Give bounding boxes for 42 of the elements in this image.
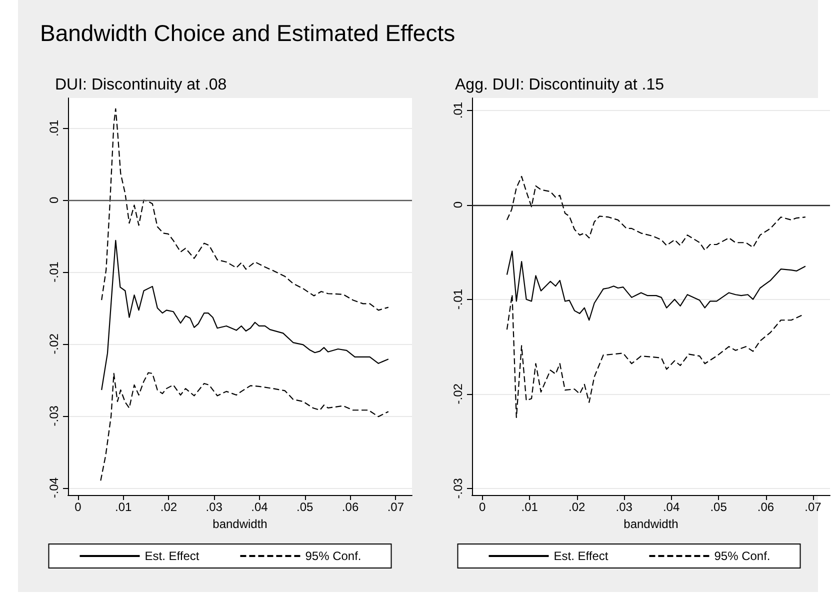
x-tick-label: .05 xyxy=(710,500,728,514)
x-tick-label: .01 xyxy=(521,500,538,514)
line-series xyxy=(101,108,389,311)
line-series xyxy=(100,372,389,482)
x-tick-label: 0 xyxy=(74,500,82,514)
x-axis-title: bandwidth xyxy=(624,516,678,531)
x-tick-label: .07 xyxy=(804,500,822,514)
x-axis-title: bandwidth xyxy=(212,516,268,531)
line-series xyxy=(506,250,806,321)
chart-subtitle: Agg. DUI: Discontinuity at .15 xyxy=(455,76,664,94)
legend-label: Est. Effect xyxy=(554,549,609,563)
legend-label: Est. Effect xyxy=(144,549,200,563)
x-tick-label: .04 xyxy=(251,500,268,514)
x-tick-label: .03 xyxy=(206,500,223,514)
y-tick-label: -.02 xyxy=(47,333,61,354)
line-series xyxy=(506,294,802,418)
y-tick-label: -.03 xyxy=(47,405,61,426)
y-tick-label: 0 xyxy=(47,196,61,204)
x-tick-label: .02 xyxy=(568,500,586,514)
legend-label: 95% Conf. xyxy=(714,549,770,563)
x-tick-label: .06 xyxy=(342,500,359,514)
chart-subtitle: DUI: Discontinuity at .08 xyxy=(55,76,227,94)
x-tick-label: .06 xyxy=(757,500,774,514)
y-tick-label: 0 xyxy=(451,201,465,208)
line-series xyxy=(506,176,806,251)
x-tick-label: 0 xyxy=(479,500,486,514)
y-tick-label: .01 xyxy=(451,102,465,119)
y-tick-label: -.03 xyxy=(451,478,465,499)
text: 95% Conf. xyxy=(305,549,362,563)
y-tick-label: -.01 xyxy=(451,288,465,310)
x-tick-label: .04 xyxy=(662,500,680,514)
x-tick-label: .01 xyxy=(115,500,132,514)
x-tick-label: .05 xyxy=(296,500,314,514)
x-tick-label: .07 xyxy=(387,500,404,514)
y-tick-label: -.02 xyxy=(451,383,465,404)
line-series xyxy=(101,240,389,391)
chart-title: Bandwidth Choice and Estimated Effects xyxy=(40,20,456,47)
x-tick-label: .02 xyxy=(160,500,178,514)
y-tick-label: -.04 xyxy=(47,477,61,498)
x-tick-label: .03 xyxy=(616,500,633,514)
y-tick-label: -.01 xyxy=(47,261,61,282)
y-tick-label: .01 xyxy=(47,120,61,137)
